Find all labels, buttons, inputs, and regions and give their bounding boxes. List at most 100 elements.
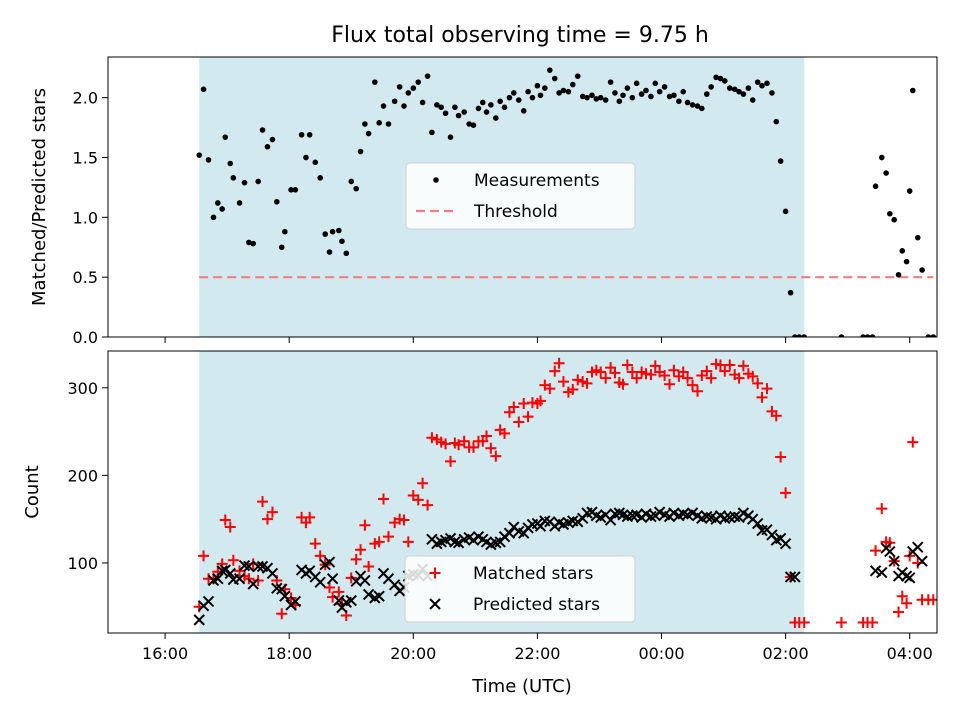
predicted-star-point xyxy=(266,567,279,580)
top-y-axis-label: Matched/Predicted stars xyxy=(29,88,50,306)
measurement-point xyxy=(241,179,248,186)
matched-star-point xyxy=(664,378,676,390)
measurement-point xyxy=(455,112,462,119)
measurement-point xyxy=(773,118,780,125)
matched-star-point xyxy=(617,378,629,390)
measurement-point xyxy=(380,103,387,109)
measurement-point xyxy=(429,129,435,136)
top-y-axis: 0.0 0.5 1.0 1.5 2.0 xyxy=(73,89,108,347)
y-tick-label: 0.0 xyxy=(73,328,98,347)
measurement-point xyxy=(903,258,910,265)
matched-star-point xyxy=(780,487,792,499)
measurement-point xyxy=(479,99,486,106)
predicted-star-point xyxy=(701,510,713,523)
count-points xyxy=(193,357,937,628)
predicted-star-point xyxy=(876,566,888,579)
predicted-star-point xyxy=(359,574,371,587)
measurement-point xyxy=(365,130,372,137)
measurement-point xyxy=(215,200,221,206)
measurements-points xyxy=(196,67,937,337)
matched-star-point xyxy=(261,513,273,525)
measurement-point xyxy=(511,90,517,96)
measurement-point xyxy=(210,214,217,221)
y-tick-label: 0.5 xyxy=(73,268,98,287)
measurement-point xyxy=(749,97,756,103)
measurement-point xyxy=(689,102,696,108)
top-plot-frame xyxy=(107,56,938,338)
matched-star-point xyxy=(876,503,888,515)
matched-star-point xyxy=(544,383,556,395)
measurement-point xyxy=(269,136,276,143)
measurement-point xyxy=(930,334,937,337)
matched-star-point xyxy=(453,439,465,451)
x-tick-label: 04:00 xyxy=(887,644,933,663)
measurement-point xyxy=(537,92,544,99)
predicted-star-point xyxy=(503,527,516,539)
measurement-point xyxy=(569,81,576,88)
chart-title: Flux total observing time = 9.75 h xyxy=(331,23,709,48)
measurement-point xyxy=(661,84,668,90)
matched-star-point xyxy=(219,514,231,526)
predicted-star-point xyxy=(779,537,792,550)
bottom-legend: Matched stars Predicted stars xyxy=(404,555,636,623)
matched-star-point xyxy=(835,616,847,628)
measurement-point xyxy=(872,183,879,190)
predicted-star-point xyxy=(729,510,741,523)
predicted-star-point xyxy=(202,595,215,608)
matched-star-point xyxy=(252,574,264,586)
measurement-point xyxy=(534,82,541,89)
matched-star-point xyxy=(553,357,565,369)
predicted-star-point xyxy=(884,545,896,558)
measurement-point xyxy=(200,86,207,93)
matched-star-point xyxy=(747,370,759,382)
matched-star-point xyxy=(333,586,345,598)
predicted-star-point xyxy=(326,572,339,585)
measurement-point xyxy=(906,188,913,194)
measurement-point xyxy=(372,79,378,85)
measurement-point xyxy=(759,82,765,89)
measurement-point xyxy=(891,216,897,223)
matched-star-point xyxy=(752,377,764,389)
matched-star-point xyxy=(677,366,689,378)
measurement-point xyxy=(731,86,738,93)
legend-box xyxy=(404,555,636,623)
predicted-star-point xyxy=(452,537,465,549)
predicted-star-point xyxy=(279,590,291,602)
matched-star-point xyxy=(893,606,905,618)
measurement-point xyxy=(339,238,345,245)
predicted-star-point xyxy=(467,534,480,546)
matched-star-point xyxy=(600,372,612,384)
measurement-point xyxy=(396,84,403,90)
measurement-point xyxy=(726,85,733,91)
measurement-point xyxy=(560,87,567,94)
predicted-star-point xyxy=(916,555,928,567)
measurement-point xyxy=(196,152,203,158)
measurement-point xyxy=(740,91,747,97)
measurement-point xyxy=(593,96,600,102)
measurement-point xyxy=(584,94,590,101)
measurement-point xyxy=(475,105,482,112)
predicted-star-point xyxy=(238,559,251,572)
measurement-point xyxy=(713,74,719,81)
measurement-point xyxy=(556,90,562,96)
measurement-point xyxy=(597,94,604,101)
matched-star-point xyxy=(359,519,371,531)
x-tick-label: 00:00 xyxy=(638,644,684,663)
measurement-point xyxy=(652,80,659,87)
matched-star-point xyxy=(499,427,511,439)
measurement-point xyxy=(312,159,319,166)
measurement-point xyxy=(607,79,614,85)
measurement-point xyxy=(643,87,649,94)
measurement-point xyxy=(506,94,513,101)
matched-star-point xyxy=(398,514,410,526)
measurement-point xyxy=(317,175,324,181)
predicted-star-point xyxy=(903,572,916,584)
matched-star-point xyxy=(402,536,414,548)
matched-star-point xyxy=(775,451,787,463)
x-tick-label: 22:00 xyxy=(514,644,560,663)
legend-plus-marker xyxy=(429,567,441,579)
measurement-point xyxy=(292,187,299,193)
measurement-point xyxy=(415,79,422,85)
measurement-point xyxy=(925,334,932,337)
measurement-point xyxy=(680,88,687,95)
